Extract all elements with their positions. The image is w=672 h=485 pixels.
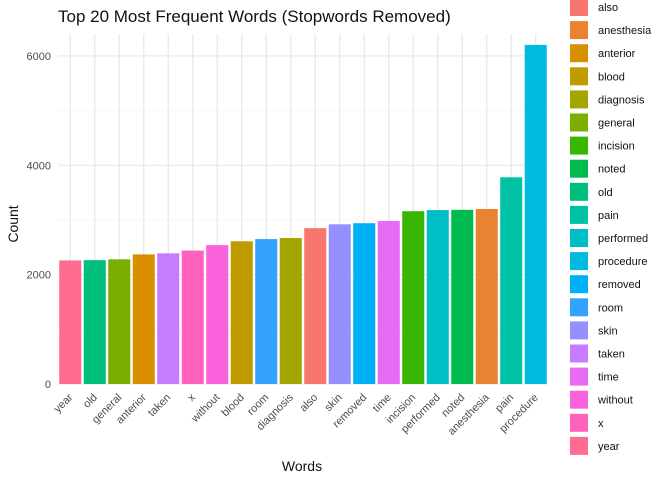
bar-x — [181, 250, 204, 384]
legend-label: removed — [598, 279, 641, 291]
chart-title: Top 20 Most Frequent Words (Stopwords Re… — [58, 7, 451, 26]
bar-old — [83, 260, 106, 384]
legend-label: general — [598, 118, 635, 130]
bar-procedure — [524, 44, 547, 384]
bar-anesthesia — [475, 209, 498, 384]
legend-label: without — [597, 395, 633, 407]
legend-label: incision — [598, 141, 635, 153]
bar-time — [377, 221, 400, 384]
legend-label: taken — [598, 349, 625, 361]
y-tick-label: 6000 — [27, 51, 51, 63]
bar-removed — [353, 223, 376, 384]
x-tick-label: x — [185, 391, 198, 404]
y-axis-label: Count — [5, 205, 21, 242]
y-tick-label: 0 — [45, 379, 51, 391]
legend-label: diagnosis — [598, 94, 645, 106]
bar-incision — [402, 211, 425, 384]
legend-key-taken — [570, 344, 588, 363]
x-axis-label: Words — [282, 458, 322, 474]
legend-label: procedure — [598, 256, 648, 268]
legend-label: performed — [598, 233, 648, 245]
bar-taken — [157, 253, 180, 384]
legend-label: blood — [598, 71, 625, 83]
x-tick-label: taken — [146, 392, 174, 420]
legend-label: skin — [598, 325, 618, 337]
legend-label: x — [598, 418, 604, 430]
legend-key-time — [570, 367, 588, 386]
bar-anterior — [132, 254, 155, 384]
legend-key-noted — [570, 159, 588, 178]
y-tick-label: 4000 — [27, 160, 51, 172]
legend-key-diagnosis — [570, 90, 588, 109]
legend-key-anesthesia — [570, 21, 588, 40]
x-tick-label: old — [81, 392, 100, 411]
x-tick-label: year — [52, 391, 76, 415]
bars-layer — [59, 44, 547, 384]
legend-key-incision — [570, 136, 588, 155]
bar-noted — [451, 209, 474, 384]
legend-key-skin — [570, 321, 588, 340]
legend-key-year — [570, 436, 588, 455]
legend-label: also — [598, 2, 618, 14]
legend-key-general — [570, 113, 588, 132]
legend-key-anterior — [570, 44, 588, 63]
bar-pain — [500, 177, 523, 384]
legend-label: time — [598, 372, 619, 384]
bar-performed — [426, 210, 449, 384]
legend-label: year — [598, 441, 620, 453]
legend-label: room — [598, 302, 623, 314]
bar-year — [59, 260, 82, 384]
y-axis: 0 2000 4000 6000 — [27, 51, 51, 391]
legend-key-x — [570, 413, 588, 432]
bar-skin — [328, 224, 351, 384]
legend-label: noted — [598, 164, 626, 176]
bar-blood — [230, 241, 253, 384]
legend-label: anesthesia — [598, 25, 652, 37]
legend-label: pain — [598, 210, 619, 222]
legend-key-blood — [570, 67, 588, 86]
y-tick-label: 2000 — [27, 270, 51, 282]
legend-label: anterior — [598, 48, 636, 60]
legend-key-removed — [570, 275, 588, 294]
legend-key-old — [570, 182, 588, 201]
x-tick-label: blood — [219, 392, 247, 420]
bar-general — [108, 259, 131, 384]
legend-label: old — [598, 187, 613, 199]
bar-without — [206, 245, 229, 384]
legend-key-room — [570, 298, 588, 317]
legend: also anesthesia anterior blood diagnosis gene… — [570, 0, 652, 455]
legend-key-without — [570, 390, 588, 409]
legend-key-pain — [570, 205, 588, 224]
legend-key-also — [570, 0, 588, 16]
grid-layer — [58, 34, 548, 385]
bar-also — [304, 228, 327, 384]
bar-room — [255, 239, 278, 384]
x-tick-label: also — [298, 392, 321, 415]
bar-diagnosis — [279, 237, 302, 384]
legend-key-performed — [570, 229, 588, 247]
legend-key-procedure — [570, 252, 588, 271]
